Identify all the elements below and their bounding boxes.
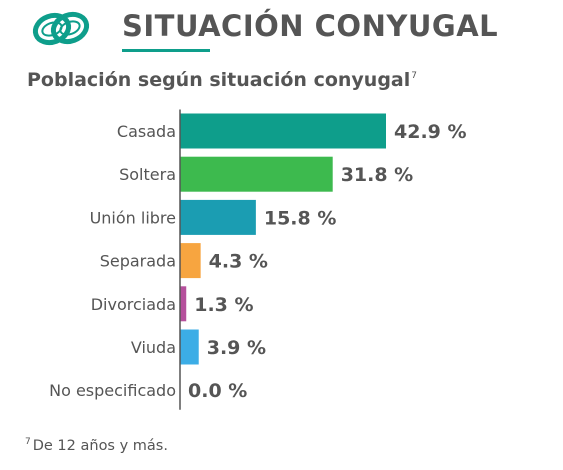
category-label-4: Divorciada — [91, 295, 176, 314]
category-label-2: Unión libre — [90, 208, 176, 227]
chart-title: Población según situación conyugal7 — [27, 69, 417, 91]
bar-4 — [180, 286, 187, 322]
footnote: 7 De 12 años y más. — [25, 437, 168, 454]
value-label-5: 3.9 % — [207, 337, 266, 359]
header: SITUACIÓN CONYUGAL — [0, 0, 563, 60]
value-label-6: 0.0 % — [188, 380, 247, 402]
value-label-2: 15.8 % — [264, 207, 337, 229]
value-label-3: 4.3 % — [209, 251, 268, 273]
value-label-1: 31.8 % — [341, 164, 414, 186]
title-underline — [122, 49, 210, 52]
bar-5 — [180, 329, 199, 365]
bar-0 — [180, 113, 386, 149]
category-label-6: No especificado — [49, 381, 176, 400]
category-label-3: Separada — [100, 252, 176, 271]
chart-title-note-ref: 7 — [411, 71, 417, 81]
category-label-0: Casada — [117, 122, 176, 141]
bar-2 — [180, 199, 256, 235]
bar-3 — [180, 243, 201, 279]
page-title: SITUACIÓN CONYUGAL — [122, 9, 499, 43]
bar-chart: Casada 42.9 % Soltera 31.8 % Unión libre 15.8… — [49, 109, 467, 410]
footnote-ref: 7 — [25, 437, 31, 447]
value-label-0: 42.9 % — [394, 121, 467, 143]
category-label-5: Viuda — [131, 338, 176, 357]
category-label-1: Soltera — [119, 165, 176, 184]
value-label-4: 1.3 % — [194, 294, 253, 316]
chart-title-text: Población según situación conyugal — [27, 69, 411, 91]
wedding-rings-icon — [32, 11, 90, 46]
footnote-text: De 12 años y más. — [32, 438, 168, 454]
bar-1 — [180, 156, 333, 192]
